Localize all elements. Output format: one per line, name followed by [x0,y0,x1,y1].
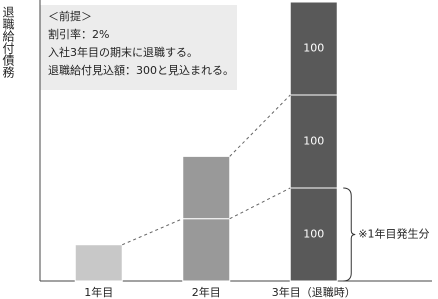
bar-segment [182,155,231,220]
x-tick-label: 3年目（退職時） [272,285,356,299]
annotation: ※1年目発生分 [358,227,429,241]
value-label: 100 [303,135,324,148]
value-label: 100 [303,228,324,241]
note-line: ＜前提＞ [48,9,92,23]
x-tick-label: 1年目 [84,285,113,299]
bar-segment [289,187,338,282]
note-line: 入社3年目の期末に退職する。 [48,45,198,59]
note-line: 退職給付見込額：300と見込まれる。 [48,63,234,77]
connector [229,94,291,157]
bar-segment [182,218,231,282]
note-line: 割引率：2% [48,27,109,41]
y-axis-label: 退職給付債務 [1,6,15,79]
connector [122,218,183,246]
note-box [40,5,237,90]
bar-segment [74,244,123,282]
bar-segment [289,1,338,96]
x-tick-label: 2年目 [192,285,221,299]
value-label: 100 [303,42,324,55]
bar-segment [289,94,338,189]
brace [343,187,356,282]
connector [229,187,291,220]
